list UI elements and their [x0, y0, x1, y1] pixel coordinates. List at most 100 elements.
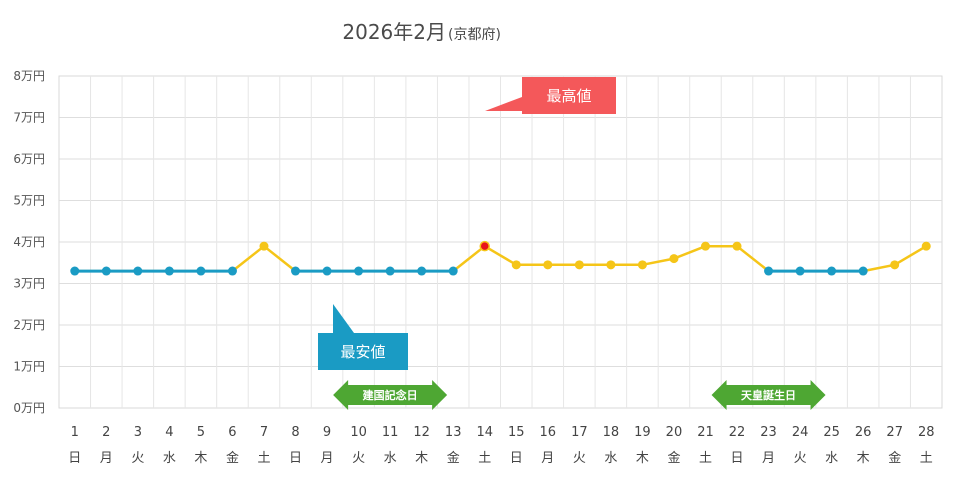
x-tick-label-weekday: 木 [194, 451, 207, 466]
x-axis: 1 日 2 月 3 火 4 水 5 木 6 金 7 土 8 日 9 月 10 火 11 水 12 木 13 金 14 土 15 日 16 月 1… [68, 425, 934, 466]
x-tick-label-weekday: 水 [163, 451, 176, 466]
data-point-lowest [385, 266, 395, 276]
chart-title: 2026年2月 (京都府) [342, 20, 501, 44]
x-tick-label-day: 12 [413, 425, 430, 440]
x-tick-label-day: 23 [760, 425, 777, 440]
data-point [669, 254, 679, 264]
data-point-lowest [827, 266, 837, 276]
y-tick-label: 5万円 [13, 194, 45, 208]
holiday-markers: 建国記念日 天皇誕生日 [333, 380, 826, 410]
data-point-lowest [764, 266, 774, 276]
data-point-lowest [196, 266, 206, 276]
x-tick-label-weekday: 火 [573, 451, 586, 466]
data-point [890, 260, 900, 270]
x-tick-label-day: 22 [729, 425, 746, 440]
chart-title-sub: (京都府) [448, 27, 501, 43]
x-tick-label-weekday: 月 [541, 451, 554, 466]
data-point-lowest [70, 266, 80, 276]
x-tick-label-weekday: 土 [699, 451, 712, 466]
x-tick-label-day: 6 [228, 425, 236, 440]
x-tick-label-day: 10 [350, 425, 367, 440]
data-point [259, 241, 269, 251]
min-callout-box [318, 333, 408, 370]
y-tick-label: 0万円 [13, 401, 45, 415]
data-point [921, 241, 931, 251]
data-point [700, 241, 710, 251]
data-point-lowest [133, 266, 143, 276]
min-callout-label: 最安値 [340, 343, 385, 361]
x-tick-label-day: 1 [71, 425, 79, 440]
x-tick-label-weekday: 水 [384, 451, 397, 466]
min-callout-pointer [333, 304, 354, 333]
max-callout-box [522, 77, 616, 114]
data-point-lowest [291, 266, 301, 276]
data-point [732, 241, 742, 251]
holiday-arrow-shape [711, 380, 826, 410]
x-tick-label-weekday: 金 [447, 450, 460, 466]
holiday-arrow-shape [333, 380, 448, 410]
chart-title-main: 2026年2月 [342, 20, 446, 44]
data-point-lowest [164, 266, 174, 276]
series-points [70, 240, 931, 276]
data-point-lowest [795, 266, 805, 276]
x-tick-label-weekday: 金 [888, 450, 901, 466]
data-point-lowest [322, 266, 332, 276]
x-tick-label-weekday: 木 [415, 451, 428, 466]
x-tick-label-weekday: 木 [857, 451, 870, 466]
x-tick-label-day: 27 [886, 425, 903, 440]
x-tick-label-weekday: 日 [731, 451, 744, 466]
x-tick-label-day: 2 [102, 425, 110, 440]
data-point-lowest [101, 266, 111, 276]
x-tick-label-weekday: 火 [131, 451, 144, 466]
x-tick-label-weekday: 日 [510, 451, 523, 466]
x-tick-label-day: 16 [540, 425, 557, 440]
x-tick-label-weekday: 月 [762, 451, 775, 466]
x-tick-label-day: 26 [855, 425, 872, 440]
holiday-badge: 天皇誕生日 [711, 380, 826, 410]
x-tick-label-day: 24 [792, 425, 809, 440]
data-point [543, 260, 553, 270]
series-lines [74, 244, 927, 273]
x-tick-label-day: 8 [291, 425, 299, 440]
holiday-label: 天皇誕生日 [741, 388, 796, 402]
x-tick-label-weekday: 日 [68, 451, 81, 466]
data-point-lowest [858, 266, 868, 276]
data-point [637, 260, 647, 270]
data-point [606, 260, 616, 270]
data-point-lowest [354, 266, 364, 276]
x-tick-label-day: 3 [134, 425, 142, 440]
x-tick-label-weekday: 水 [825, 451, 838, 466]
x-tick-label-weekday: 日 [289, 451, 302, 466]
x-tick-label-weekday: 火 [352, 451, 365, 466]
max-callout-pointer [485, 97, 522, 111]
y-tick-label: 3万円 [13, 277, 45, 291]
x-tick-label-day: 19 [634, 425, 651, 440]
x-tick-label-day: 11 [382, 425, 399, 440]
x-tick-label-day: 17 [571, 425, 588, 440]
data-point-lowest [448, 266, 458, 276]
x-tick-label-day: 13 [445, 425, 462, 440]
data-point-lowest [417, 266, 427, 276]
x-tick-label-weekday: 火 [794, 451, 807, 466]
y-tick-label: 1万円 [13, 360, 45, 374]
data-point-highest [479, 240, 490, 252]
x-tick-label-day: 28 [918, 425, 935, 440]
x-tick-label-day: 14 [476, 425, 493, 440]
y-tick-label: 7万円 [13, 111, 45, 125]
x-tick-label-day: 25 [823, 425, 840, 440]
x-tick-label-day: 21 [697, 425, 714, 440]
y-axis: 0万円 1万円 2万円 3万円 4万円 5万円 6万円 7万円 8万円 [13, 69, 45, 415]
x-tick-label-weekday: 月 [100, 451, 113, 466]
y-tick-label: 2万円 [13, 318, 45, 332]
x-tick-label-weekday: 水 [604, 451, 617, 466]
x-tick-label-weekday: 土 [478, 451, 491, 466]
x-tick-label-day: 18 [603, 425, 620, 440]
x-tick-label-weekday: 月 [321, 451, 334, 466]
x-tick-label-day: 5 [197, 425, 205, 440]
x-tick-label-weekday: 金 [226, 450, 239, 466]
max-price-callout: 最高値 [485, 77, 616, 114]
x-tick-label-day: 7 [260, 425, 268, 440]
